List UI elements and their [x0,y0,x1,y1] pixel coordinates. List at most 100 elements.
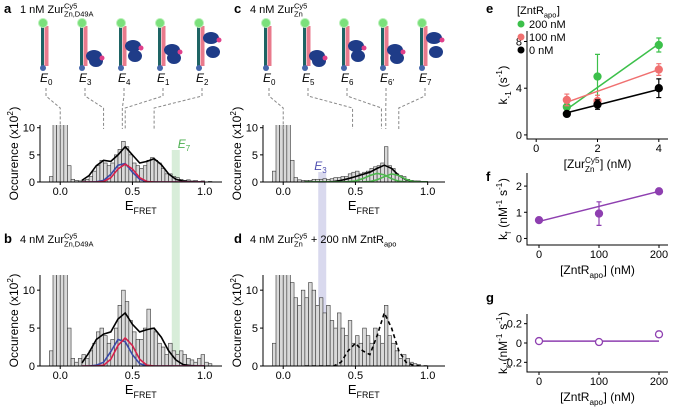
superscript: -1 [495,333,504,341]
label-text: + 200 nM ZntR [308,234,384,246]
rich-label: kr (nM-1 s-1) [495,312,513,374]
histogram-bar [326,305,331,366]
subscript: r [504,365,513,368]
label-text: E [348,382,357,397]
histogram-bar [394,350,400,366]
protein [128,50,142,62]
donor-dye [77,18,87,28]
y-tick-label: 0 [252,177,258,189]
label-text: 4 nM Zur [20,234,64,246]
axes [526,314,668,373]
level-guide [398,88,426,129]
x-tick-label: 1.0 [420,370,435,382]
label-text: [ZntR [517,5,544,17]
dna-strand [119,26,122,66]
histogram-bar [304,297,309,366]
superscript: 2 [229,278,238,283]
dna-strand [381,26,384,66]
histogram-bar [290,159,295,182]
protein [348,40,364,52]
subscript: f [504,231,513,234]
histogram-bar [49,176,54,182]
x-tick-label: 0.5 [125,370,140,382]
rich-label: [ZntR apo] (nM) [560,390,635,407]
histogram-bar [161,346,166,366]
data-point [534,336,544,346]
histogram-bar [200,354,205,366]
legend-marker [517,46,525,54]
x-tick-label: 4 [656,143,662,155]
data-point [654,40,663,50]
level-label-main: E [380,71,389,85]
histogram-bar [77,358,83,366]
y-tick-label: 5 [29,150,35,162]
superscript: -1 [495,70,504,78]
data-point [593,72,602,81]
protein [125,40,141,52]
subscript: apo [384,240,396,249]
histogram-bar [279,125,284,182]
histogram-bar [355,335,360,366]
histogram-bar [376,335,382,366]
label-text: k [496,367,510,374]
histogram-bar [153,331,159,366]
rich-label: [ZntR apo] (nM) [560,263,635,280]
histogram-bar [96,165,101,182]
donor-dye [339,18,349,28]
superscript: Cy5 [294,231,307,240]
legend-marker [517,33,525,41]
histogram-bar [67,327,72,366]
histogram-bar [92,342,97,366]
y-tick-label: 1 [516,207,522,219]
label-text: (s [496,77,510,90]
histogram-bar [124,301,130,366]
histogram-bar [59,275,65,366]
acceptor-dye [99,55,105,61]
label-text: E [348,198,357,213]
histogram-bar [282,275,288,366]
histogram-bar [293,297,298,366]
acceptor-dye [322,55,328,61]
histogram-bar [49,350,54,366]
dna-strand [197,26,200,66]
acceptor-dye [196,65,202,71]
dna-strand [161,26,166,66]
panel-letter: c [234,1,241,16]
histogram-bar [272,342,277,366]
histogram-bar [92,170,97,182]
histogram-bar [63,275,68,366]
level-label-sub: 5 [310,78,315,87]
x-tick-label: 100 [590,376,608,388]
level-label-main: E [79,71,88,85]
histogram-bar [146,159,151,182]
axes [526,31,668,140]
histogram-bar [56,125,61,182]
dna-strand [41,26,44,66]
histogram-bar [121,289,126,366]
histogram-bar [293,177,298,182]
y-tick-label: 0.2 [507,319,522,331]
histogram-bar [157,162,162,182]
acceptor-dye [341,65,347,71]
histogram-bar [308,282,313,366]
panel-letter: g [486,290,494,305]
acceptor-dye [79,65,85,71]
fit-line [566,88,659,114]
level-guide [124,88,164,129]
label-text: ] (nM) [600,157,631,171]
x-tick-label: 0.5 [125,186,140,198]
label-text: 4 nM Zur [250,234,294,246]
fit-line [566,43,660,110]
histogram-bar [290,282,295,366]
histogram-bar [373,327,378,366]
label-text: Occurence (x10 [230,115,244,200]
y-tick-label: 5 [252,323,258,335]
x-tick-label: 0.0 [53,186,68,198]
histogram-bar [282,125,288,182]
